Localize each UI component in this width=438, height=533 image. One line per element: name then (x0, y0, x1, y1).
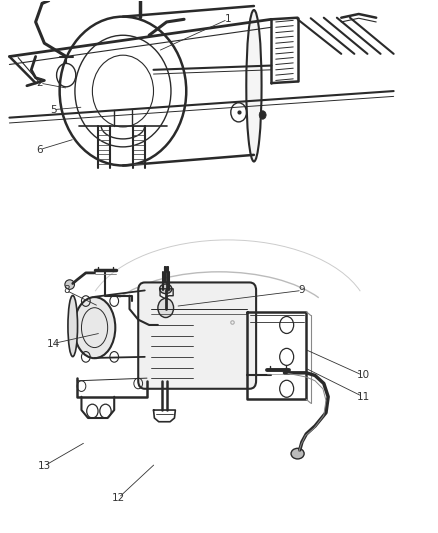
Text: 9: 9 (299, 286, 305, 295)
Text: 14: 14 (46, 338, 60, 349)
Ellipse shape (68, 295, 78, 357)
Text: 10: 10 (357, 370, 370, 381)
Text: 12: 12 (112, 492, 125, 503)
Text: 13: 13 (38, 461, 51, 471)
Ellipse shape (159, 284, 172, 294)
Ellipse shape (291, 448, 304, 459)
FancyBboxPatch shape (138, 282, 256, 389)
Text: 8: 8 (63, 286, 70, 295)
Text: 6: 6 (37, 144, 43, 155)
Ellipse shape (74, 297, 115, 358)
Ellipse shape (65, 280, 74, 289)
Ellipse shape (246, 10, 261, 161)
Circle shape (259, 111, 266, 119)
Text: 2: 2 (37, 78, 43, 88)
Text: 1: 1 (224, 14, 231, 25)
Circle shape (158, 298, 173, 318)
Text: 11: 11 (357, 392, 370, 402)
Text: 5: 5 (50, 104, 57, 115)
